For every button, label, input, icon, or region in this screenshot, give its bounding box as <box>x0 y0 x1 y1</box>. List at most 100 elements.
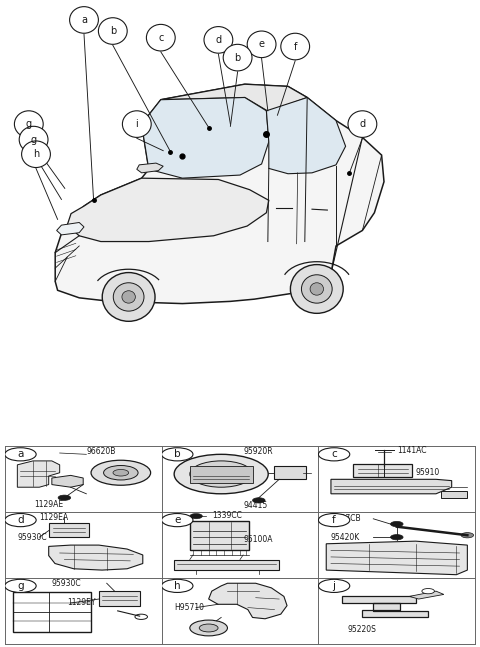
Polygon shape <box>409 591 444 599</box>
Polygon shape <box>209 583 287 619</box>
Circle shape <box>122 111 151 137</box>
Text: a: a <box>81 15 87 25</box>
Text: 1327CB: 1327CB <box>331 514 360 523</box>
FancyBboxPatch shape <box>48 523 89 537</box>
Circle shape <box>58 495 71 500</box>
Circle shape <box>318 514 350 527</box>
Circle shape <box>5 514 36 527</box>
Circle shape <box>199 624 218 632</box>
Text: 1141AC: 1141AC <box>397 446 426 455</box>
Text: e: e <box>259 39 264 49</box>
Circle shape <box>22 141 50 168</box>
Circle shape <box>162 514 193 527</box>
Text: g: g <box>26 119 32 129</box>
Circle shape <box>146 25 175 51</box>
Text: 95920R: 95920R <box>243 447 273 456</box>
Text: 1339CC: 1339CC <box>212 511 241 520</box>
Text: 95930C: 95930C <box>52 579 82 587</box>
Circle shape <box>162 448 193 461</box>
Text: 1129EA: 1129EA <box>39 513 69 522</box>
Text: b: b <box>234 52 241 63</box>
Circle shape <box>252 498 265 503</box>
Polygon shape <box>142 98 269 178</box>
Text: 1129AE: 1129AE <box>34 501 63 509</box>
Text: H95710: H95710 <box>174 603 204 612</box>
Circle shape <box>204 27 233 53</box>
Circle shape <box>190 620 228 636</box>
Text: i: i <box>135 119 138 129</box>
Polygon shape <box>331 479 452 494</box>
Circle shape <box>247 31 276 58</box>
Text: 95100A: 95100A <box>243 535 273 544</box>
Text: a: a <box>17 449 24 459</box>
Text: 95420K: 95420K <box>331 532 360 542</box>
Polygon shape <box>161 84 307 112</box>
Circle shape <box>98 17 127 44</box>
Text: f: f <box>293 41 297 52</box>
Circle shape <box>113 283 144 311</box>
Text: g: g <box>17 581 24 591</box>
Circle shape <box>5 448 36 461</box>
Circle shape <box>318 448 350 461</box>
Polygon shape <box>48 545 143 570</box>
Circle shape <box>70 6 98 33</box>
Circle shape <box>318 579 350 593</box>
Text: c: c <box>331 449 337 459</box>
FancyBboxPatch shape <box>353 463 412 477</box>
Polygon shape <box>174 560 279 570</box>
Polygon shape <box>441 491 468 498</box>
Circle shape <box>461 532 474 538</box>
Circle shape <box>391 534 403 540</box>
FancyBboxPatch shape <box>190 466 252 483</box>
Circle shape <box>190 461 252 487</box>
Polygon shape <box>266 98 346 174</box>
Circle shape <box>422 589 434 594</box>
Text: h: h <box>33 149 39 159</box>
Text: g: g <box>31 135 36 145</box>
Polygon shape <box>137 163 163 173</box>
Polygon shape <box>17 461 60 487</box>
Circle shape <box>113 470 129 476</box>
Text: e: e <box>174 515 180 525</box>
Text: 95930C: 95930C <box>17 532 47 542</box>
Text: 1129EY: 1129EY <box>68 598 96 608</box>
Text: 95220S: 95220S <box>348 625 377 634</box>
Circle shape <box>14 111 43 137</box>
Circle shape <box>5 579 36 593</box>
Circle shape <box>122 291 135 303</box>
Circle shape <box>290 265 343 313</box>
Polygon shape <box>67 178 269 241</box>
Circle shape <box>301 275 332 303</box>
Polygon shape <box>55 84 384 303</box>
FancyBboxPatch shape <box>99 591 140 606</box>
Circle shape <box>310 283 324 295</box>
Text: 95910: 95910 <box>416 468 440 477</box>
Text: 94415: 94415 <box>243 501 267 510</box>
Polygon shape <box>342 597 428 617</box>
Polygon shape <box>326 541 468 575</box>
FancyBboxPatch shape <box>275 466 306 479</box>
Polygon shape <box>52 476 83 487</box>
Text: d: d <box>17 515 24 525</box>
Circle shape <box>91 460 151 485</box>
Text: 96620B: 96620B <box>86 447 116 456</box>
Text: d: d <box>360 119 365 129</box>
FancyBboxPatch shape <box>190 521 250 551</box>
Circle shape <box>104 465 138 480</box>
Circle shape <box>19 126 48 153</box>
Circle shape <box>174 454 268 494</box>
Text: h: h <box>174 581 180 591</box>
Text: b: b <box>174 449 180 459</box>
Text: b: b <box>109 26 116 36</box>
Circle shape <box>162 579 193 593</box>
Circle shape <box>281 33 310 60</box>
Text: c: c <box>158 32 164 43</box>
Polygon shape <box>57 223 84 235</box>
Circle shape <box>391 521 403 527</box>
Text: j: j <box>333 581 336 591</box>
Circle shape <box>223 45 252 71</box>
Circle shape <box>102 272 155 322</box>
Circle shape <box>348 111 377 137</box>
Text: f: f <box>332 515 336 525</box>
Text: d: d <box>216 35 221 45</box>
